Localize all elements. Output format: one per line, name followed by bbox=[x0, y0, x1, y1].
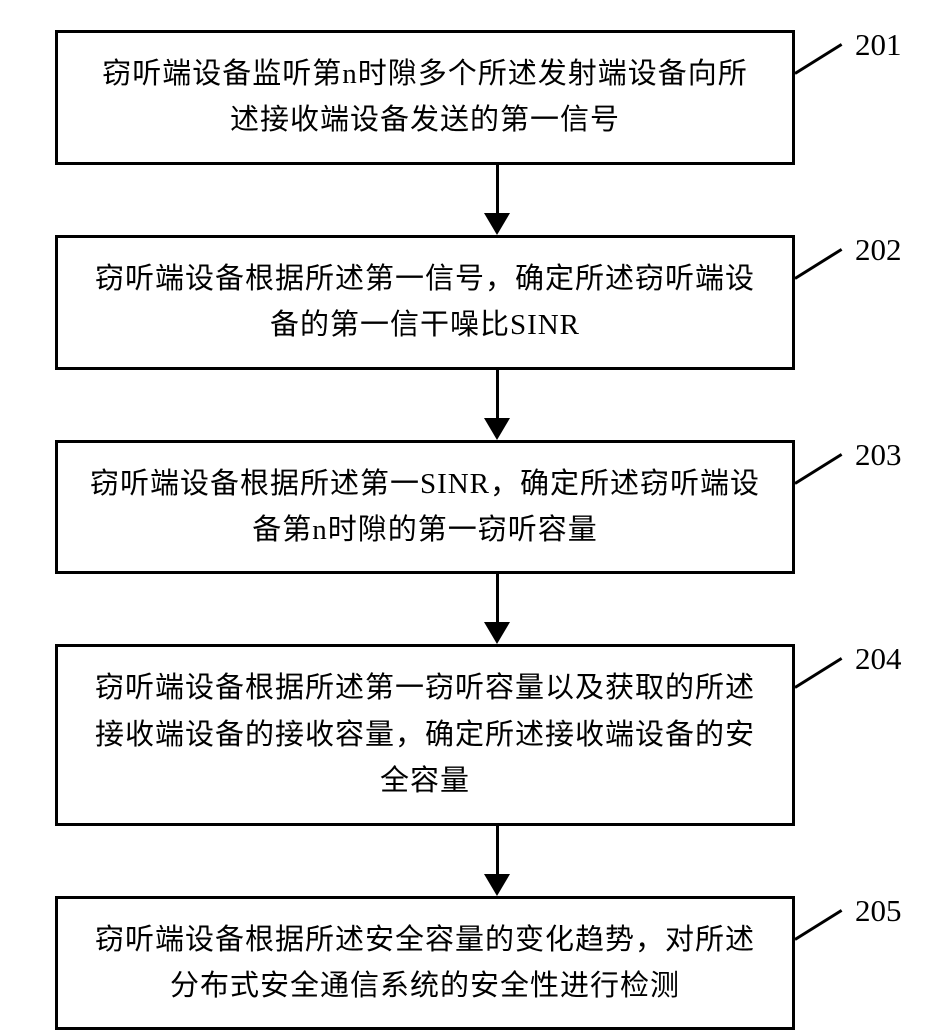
label-container-4: 204 bbox=[795, 656, 850, 689]
step-text-4: 窃听端设备根据所述第一窃听容量以及获取的所述接收端设备的接收容量，确定所述接收端… bbox=[88, 665, 762, 804]
step-text-5: 窃听端设备根据所述安全容量的变化趋势，对所述分布式安全通信系统的安全性进行检测 bbox=[88, 917, 762, 1010]
label-container-2: 202 bbox=[795, 247, 850, 280]
step-label-3: 203 bbox=[855, 437, 902, 473]
arrow-line-1 bbox=[496, 165, 499, 213]
step-label-5: 205 bbox=[855, 893, 902, 929]
arrow-2 bbox=[127, 370, 867, 440]
label-container-1: 201 bbox=[795, 42, 850, 75]
connector-line-2 bbox=[794, 248, 842, 280]
step-row-3: 窃听端设备根据所述第一SINR，确定所述窃听端设备第n时隙的第一窃听容量 203 bbox=[0, 440, 939, 575]
arrow-1 bbox=[127, 165, 867, 235]
step-row-2: 窃听端设备根据所述第一信号，确定所述窃听端设备的第一信干噪比SINR 202 bbox=[0, 235, 939, 370]
step-row-1: 窃听端设备监听第n时隙多个所述发射端设备向所述接收端设备发送的第一信号 201 bbox=[0, 30, 939, 165]
step-text-3: 窃听端设备根据所述第一SINR，确定所述窃听端设备第n时隙的第一窃听容量 bbox=[88, 461, 762, 554]
arrow-head-1 bbox=[484, 213, 510, 235]
arrow-line-4 bbox=[496, 826, 499, 874]
step-label-4: 204 bbox=[855, 641, 902, 677]
step-box-1: 窃听端设备监听第n时隙多个所述发射端设备向所述接收端设备发送的第一信号 bbox=[55, 30, 795, 165]
step-label-1: 201 bbox=[855, 27, 902, 63]
step-label-2: 202 bbox=[855, 232, 902, 268]
flowchart-container: 窃听端设备监听第n时隙多个所述发射端设备向所述接收端设备发送的第一信号 201 … bbox=[0, 30, 939, 1030]
connector-line-3 bbox=[794, 453, 842, 485]
step-text-1: 窃听端设备监听第n时隙多个所述发射端设备向所述接收端设备发送的第一信号 bbox=[88, 51, 762, 144]
arrow-line-3 bbox=[496, 574, 499, 622]
arrow-head-3 bbox=[484, 622, 510, 644]
step-row-5: 窃听端设备根据所述安全容量的变化趋势，对所述分布式安全通信系统的安全性进行检测 … bbox=[0, 896, 939, 1030]
arrow-4 bbox=[127, 826, 867, 896]
label-container-5: 205 bbox=[795, 908, 850, 941]
connector-line-5 bbox=[794, 909, 842, 941]
arrow-3 bbox=[127, 574, 867, 644]
step-box-4: 窃听端设备根据所述第一窃听容量以及获取的所述接收端设备的接收容量，确定所述接收端… bbox=[55, 644, 795, 825]
arrow-head-2 bbox=[484, 418, 510, 440]
step-box-3: 窃听端设备根据所述第一SINR，确定所述窃听端设备第n时隙的第一窃听容量 bbox=[55, 440, 795, 575]
arrow-line-2 bbox=[496, 370, 499, 418]
step-text-2: 窃听端设备根据所述第一信号，确定所述窃听端设备的第一信干噪比SINR bbox=[88, 256, 762, 349]
step-row-4: 窃听端设备根据所述第一窃听容量以及获取的所述接收端设备的接收容量，确定所述接收端… bbox=[0, 644, 939, 825]
step-box-5: 窃听端设备根据所述安全容量的变化趋势，对所述分布式安全通信系统的安全性进行检测 bbox=[55, 896, 795, 1030]
connector-line-1 bbox=[794, 43, 842, 75]
arrow-head-4 bbox=[484, 874, 510, 896]
label-container-3: 203 bbox=[795, 452, 850, 485]
step-box-2: 窃听端设备根据所述第一信号，确定所述窃听端设备的第一信干噪比SINR bbox=[55, 235, 795, 370]
connector-line-4 bbox=[794, 657, 842, 689]
